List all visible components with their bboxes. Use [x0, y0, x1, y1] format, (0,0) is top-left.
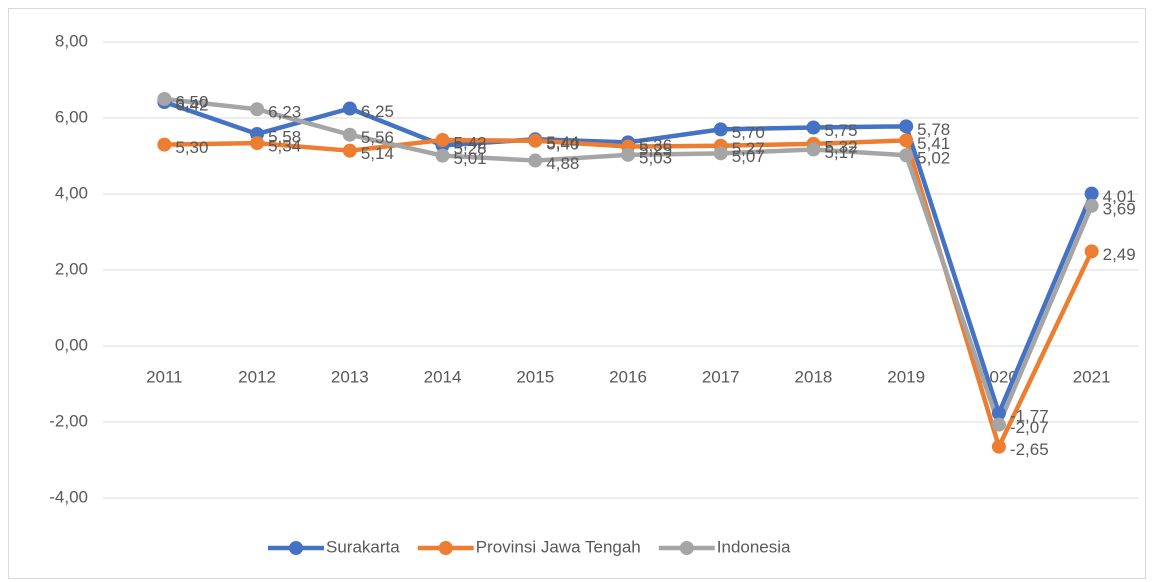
- data-point: [991, 439, 1006, 454]
- x-tick-label: 2012: [238, 367, 276, 386]
- data-label: 5,75: [824, 121, 857, 140]
- data-label: 2,49: [1103, 245, 1136, 264]
- data-point: [528, 153, 543, 168]
- x-tick-label: 2011: [146, 367, 183, 386]
- data-point: [250, 102, 265, 117]
- data-label: -2,65: [1010, 440, 1049, 459]
- x-tick-label: 2019: [887, 367, 925, 386]
- data-point: [342, 143, 357, 158]
- data-label: 5,28: [454, 139, 487, 158]
- data-label: 5,03: [639, 148, 672, 167]
- data-point: [1084, 198, 1099, 213]
- data-point: [1084, 186, 1099, 201]
- data-label: 5,17: [824, 143, 857, 162]
- data-label: 5,58: [268, 127, 301, 146]
- legend-label: Indonesia: [717, 537, 791, 556]
- data-point: [713, 146, 728, 161]
- data-point: [250, 136, 265, 151]
- data-label: -1,77: [1010, 407, 1049, 426]
- data-point: [342, 101, 357, 116]
- x-tick-label: 2018: [795, 367, 833, 386]
- y-tick-label: -4,00: [49, 487, 88, 506]
- data-label: 5,34: [268, 137, 301, 156]
- y-tick-label: 8,00: [55, 31, 88, 50]
- x-tick-label: 2015: [516, 367, 554, 386]
- data-label: 5,78: [917, 120, 950, 139]
- y-tick-label: 4,00: [55, 183, 88, 202]
- data-label: 5,40: [546, 134, 579, 153]
- y-tick-label: 0,00: [55, 335, 88, 354]
- x-tick-label: 2016: [609, 367, 647, 386]
- data-label: 6,50: [175, 92, 208, 111]
- data-point: [621, 147, 635, 162]
- y-tick-label: 6,00: [55, 107, 88, 126]
- data-label: 6,25: [361, 102, 394, 121]
- data-point: [713, 122, 728, 137]
- data-label: -2,07: [1010, 418, 1049, 437]
- legend-marker: [289, 541, 303, 555]
- data-label: 5,02: [917, 149, 950, 168]
- data-label: 5,41: [917, 134, 950, 153]
- data-point: [806, 142, 821, 157]
- data-label: 5,30: [175, 138, 208, 157]
- data-label: 6,23: [268, 103, 301, 122]
- legend-marker: [438, 541, 453, 555]
- data-point: [435, 148, 450, 163]
- data-label: 5,70: [732, 123, 765, 142]
- data-label: 5,01: [454, 149, 487, 168]
- data-label: 4,88: [546, 154, 579, 173]
- data-point: [991, 406, 1006, 421]
- data-point: [991, 417, 1006, 432]
- legend-marker: [679, 541, 694, 555]
- data-label: 5,25: [639, 140, 672, 159]
- y-tick-label: -2,00: [49, 411, 88, 430]
- x-tick-label: 2013: [331, 367, 369, 386]
- data-label: 5,14: [361, 144, 394, 163]
- x-tick-label: 2014: [424, 367, 462, 386]
- data-point: [1084, 244, 1099, 259]
- data-point: [806, 120, 821, 135]
- data-point: [899, 119, 914, 134]
- data-label: 3,69: [1103, 199, 1136, 218]
- data-label: 5,42: [454, 134, 487, 153]
- data-point: [899, 148, 914, 163]
- data-point: [899, 133, 914, 148]
- data-label: 5,44: [546, 133, 579, 152]
- data-label: 6,42: [175, 96, 208, 115]
- data-point: [528, 133, 543, 148]
- data-point: [435, 133, 450, 148]
- data-label: 5,07: [732, 147, 765, 166]
- data-point: [342, 127, 357, 142]
- data-label: 4,01: [1103, 187, 1136, 206]
- data-label: 5,56: [361, 128, 394, 147]
- x-tick-label: 2021: [1073, 367, 1111, 386]
- data-label: 5,32: [824, 137, 857, 156]
- data-point: [157, 137, 172, 152]
- legend-label: Provinsi Jawa Tengah: [476, 537, 641, 556]
- data-label: 5,27: [732, 139, 765, 158]
- data-point: [157, 92, 172, 106]
- x-tick-label: 2017: [702, 367, 740, 386]
- y-tick-label: 2,00: [55, 259, 88, 278]
- data-label: 5,36: [639, 136, 672, 155]
- legend-label: Surakarta: [326, 537, 400, 556]
